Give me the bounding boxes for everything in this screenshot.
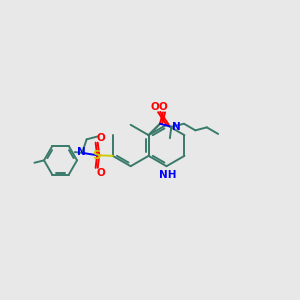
Text: N: N (172, 122, 181, 132)
Text: O: O (159, 102, 167, 112)
Text: O: O (97, 168, 105, 178)
Text: O: O (97, 133, 105, 143)
Text: S: S (92, 149, 100, 162)
Text: N: N (76, 147, 85, 157)
Text: O: O (150, 102, 159, 112)
Text: NH: NH (159, 169, 177, 180)
